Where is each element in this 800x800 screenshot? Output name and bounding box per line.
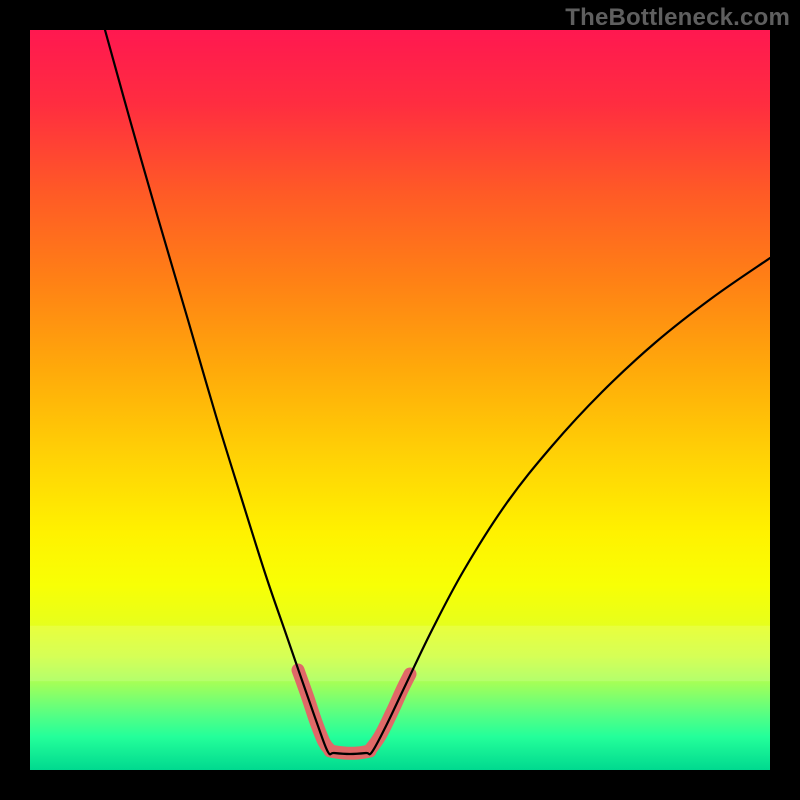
pale-yellow-band [30,626,770,682]
chart-stage: TheBottleneck.com [0,0,800,800]
watermark-text: TheBottleneck.com [565,4,790,32]
bottom-green-band [30,737,770,770]
bottleneck-chart [0,0,800,800]
plot-area [30,30,770,770]
